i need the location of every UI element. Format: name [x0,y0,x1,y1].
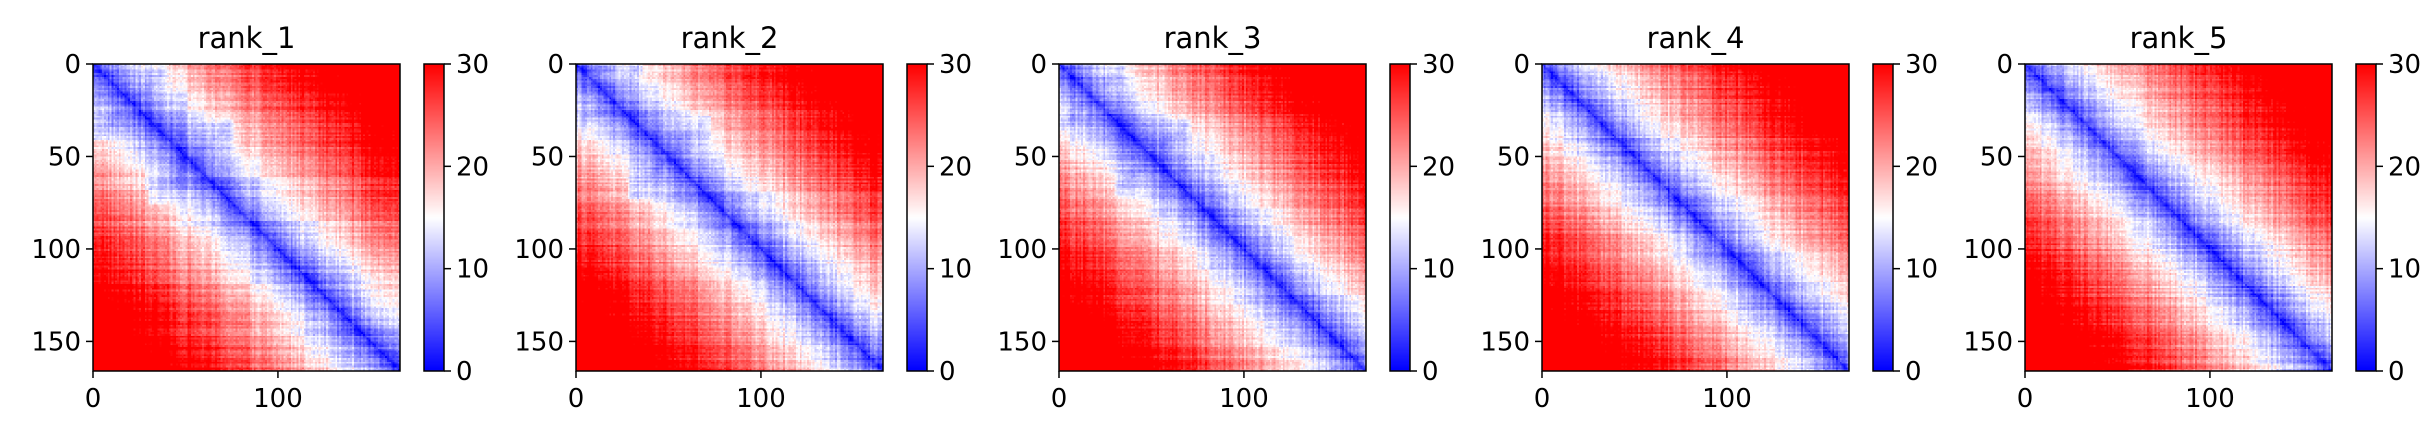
y-tick-label: 50 [1497,142,1530,172]
heatmap-image [1542,64,1849,371]
axes-frame [1541,63,1850,372]
colorbar [907,64,927,371]
y-tick-label: 50 [1980,142,2013,172]
y-tick-label: 150 [1963,327,2013,357]
heatmap-image [2025,64,2332,371]
colorbar-tick-label: 20 [1422,152,1455,182]
x-tick-label: 100 [736,384,786,414]
y-tick-label: 0 [1996,50,2013,80]
panel-title: rank_1 [198,21,296,55]
colorbar-tick-label: 20 [456,152,489,182]
colorbar-tick-label: 30 [939,50,972,80]
y-tick-label: 0 [547,50,564,80]
colorbar-tick-label: 0 [2388,357,2405,387]
heatmap-image [93,64,400,371]
y-tick-label: 150 [514,327,564,357]
colorbar-frame [423,63,445,372]
y-tick-label: 100 [1963,235,2013,265]
panel-title: rank_4 [1647,21,1745,55]
heatmap-image [576,64,883,371]
panel-title: rank_2 [681,21,779,55]
colorbar-tick-label: 10 [1905,255,1938,285]
axes-frame [2024,63,2333,372]
y-tick-label: 50 [531,142,564,172]
colorbar-tick-label: 10 [939,255,972,285]
colorbar-tick-label: 0 [1422,357,1439,387]
colorbar [1390,64,1410,371]
x-tick-label: 100 [2185,384,2235,414]
x-tick-label: 100 [1219,384,1269,414]
axes-frame [575,63,884,372]
y-tick-label: 50 [48,142,81,172]
colorbar [424,64,444,371]
colorbar-tick-label: 10 [1422,255,1455,285]
panel-title: rank_5 [2130,21,2228,55]
x-tick-label: 0 [1051,384,1068,414]
y-tick-label: 0 [1030,50,1047,80]
colorbar-tick-label: 0 [456,357,473,387]
y-tick-label: 100 [997,235,1047,265]
panel-title: rank_3 [1164,21,1262,55]
colorbar-tick-label: 10 [2388,255,2421,285]
colorbar-tick-label: 0 [1905,357,1922,387]
colorbar-tick-label: 30 [456,50,489,80]
colorbar [1873,64,1893,371]
x-tick-label: 100 [253,384,303,414]
y-tick-label: 150 [31,327,81,357]
colorbar [2356,64,2376,371]
axes-frame [92,63,401,372]
y-tick-label: 50 [1014,142,1047,172]
colorbar-tick-label: 30 [2388,50,2421,80]
x-tick-label: 0 [85,384,102,414]
colorbar-tick-label: 10 [456,255,489,285]
colorbar-tick-label: 30 [1905,50,1938,80]
colorbar-tick-label: 20 [2388,152,2421,182]
heatmap-image [1059,64,1366,371]
y-tick-label: 150 [997,327,1047,357]
y-tick-label: 100 [31,235,81,265]
x-tick-label: 0 [568,384,585,414]
x-tick-label: 100 [1702,384,1752,414]
colorbar-frame [906,63,928,372]
colorbar-frame [1872,63,1894,372]
y-tick-label: 0 [64,50,81,80]
colorbar-frame [2355,63,2377,372]
colorbar-tick-label: 0 [939,357,956,387]
axes-frame [1058,63,1367,372]
colorbar-tick-label: 20 [1905,152,1938,182]
colorbar-frame [1389,63,1411,372]
y-tick-label: 0 [1513,50,1530,80]
y-tick-label: 100 [514,235,564,265]
y-tick-label: 150 [1480,327,1530,357]
colorbar-tick-label: 20 [939,152,972,182]
x-tick-label: 0 [2017,384,2034,414]
y-tick-label: 100 [1480,235,1530,265]
colorbar-tick-label: 30 [1422,50,1455,80]
x-tick-label: 0 [1534,384,1551,414]
